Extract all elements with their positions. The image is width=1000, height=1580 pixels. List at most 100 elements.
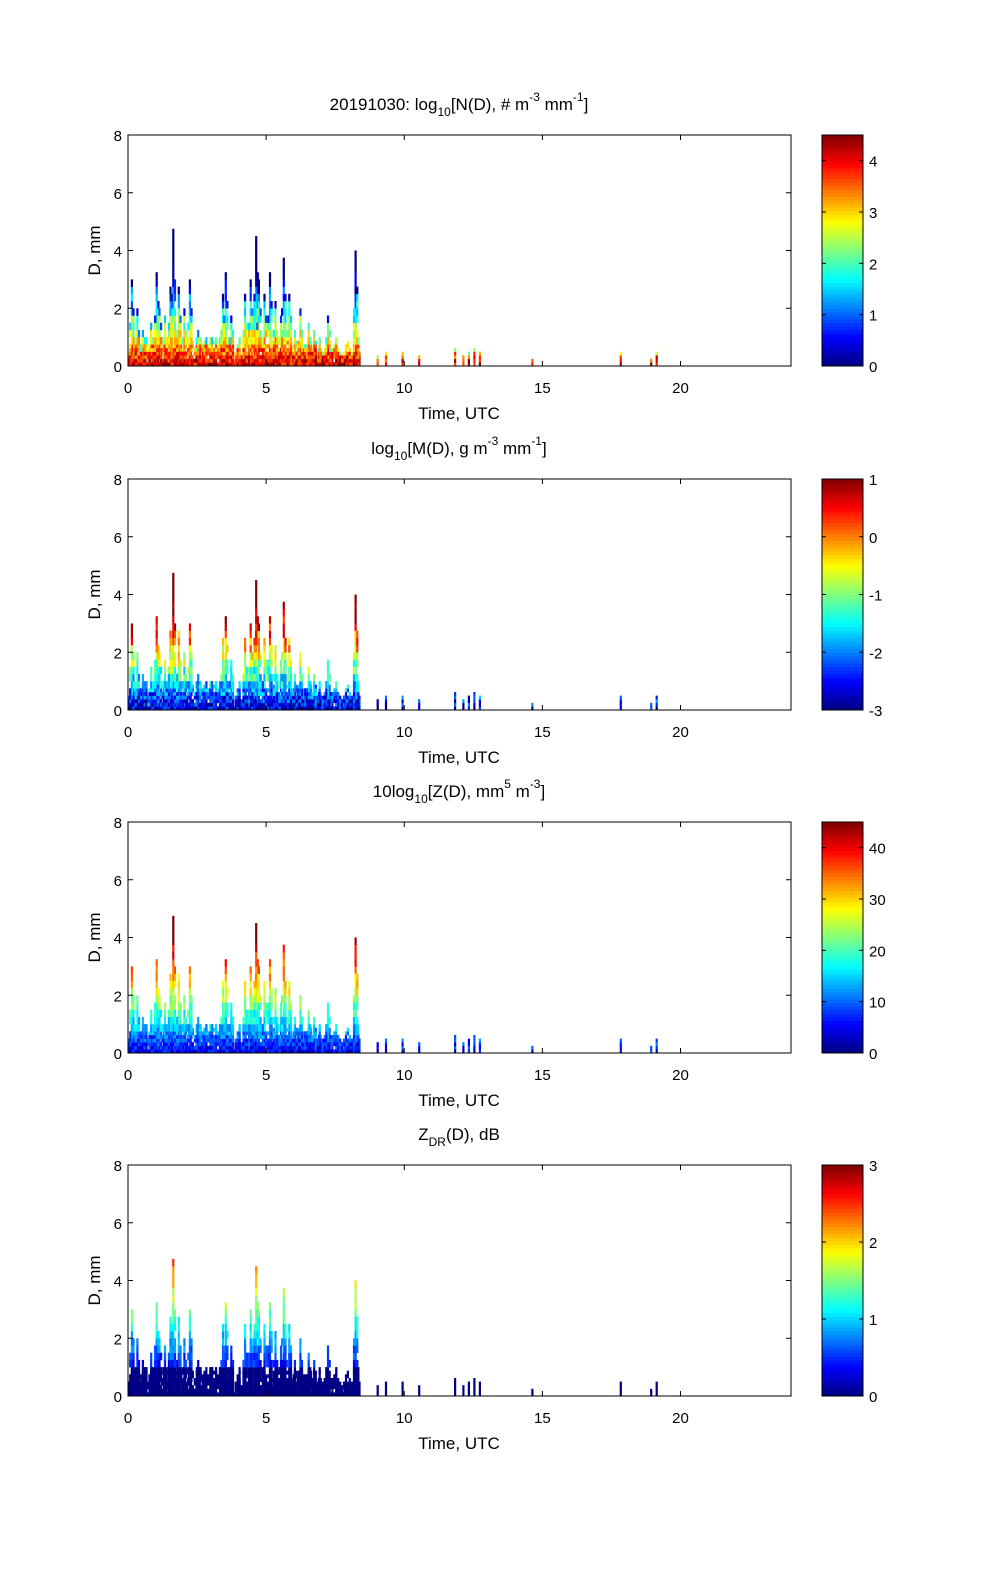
heatmap-cell: [467, 362, 470, 367]
heatmap-cell: [215, 688, 218, 693]
heatmap-cell: [249, 645, 252, 653]
heatmap-cell: [156, 702, 159, 707]
heatmap-cell: [213, 362, 216, 367]
heatmap-cell: [253, 995, 256, 1003]
heatmap-cell: [160, 362, 163, 367]
heatmap-cell: [337, 355, 340, 360]
heatmap-cell: [348, 362, 351, 367]
heatmap-cell: [210, 1042, 214, 1047]
heatmap-cell: [314, 702, 317, 707]
heatmap-cell: [281, 673, 284, 682]
heatmap-cell: [230, 706, 233, 711]
heatmap-cell: [134, 1042, 137, 1047]
heatmap-cell: [228, 1035, 231, 1039]
heatmap-cell: [220, 329, 223, 338]
heatmap-cell: [304, 1042, 307, 1047]
heatmap-cell: [172, 645, 175, 653]
heatmap-cell: [350, 358, 353, 363]
heatmap-cell: [249, 348, 252, 352]
heatmap-cell: [130, 681, 133, 689]
heatmap-cell: [140, 1049, 143, 1054]
heatmap-cell: [253, 1042, 256, 1047]
heatmap-cell: [209, 1024, 212, 1032]
heatmap-cell: [267, 1002, 270, 1010]
heatmap-cell: [240, 362, 243, 367]
heatmap-cell: [299, 699, 302, 704]
heatmap-cell: [276, 1042, 279, 1047]
heatmap-cell: [207, 1038, 210, 1043]
heatmap-cell: [209, 688, 212, 693]
heatmap-cell: [172, 915, 175, 924]
heatmap-cell: [236, 1035, 239, 1039]
heatmap-cell: [154, 673, 157, 682]
heatmap-cell: [145, 1042, 148, 1047]
colorbar-swatch: [822, 608, 863, 614]
heatmap-cell: [282, 608, 285, 617]
heatmap-cell: [179, 362, 182, 367]
heatmap-cell: [289, 706, 293, 711]
heatmap-cell: [145, 1024, 148, 1032]
heatmap-cell: [333, 351, 336, 356]
heatmap-cell: [176, 362, 179, 367]
heatmap-cell: [154, 1016, 157, 1025]
heatmap-cell: [215, 348, 218, 352]
heatmap-cell: [272, 1031, 275, 1036]
heatmap-cell: [228, 348, 231, 352]
heatmap-cell: [215, 702, 218, 707]
heatmap-cell: [354, 695, 357, 700]
colorbar-swatch: [822, 533, 863, 538]
heatmap-cell: [188, 355, 191, 360]
heatmap-cell: [137, 1035, 141, 1039]
heatmap-cell: [148, 351, 151, 356]
heatmap-cell: [132, 1042, 135, 1047]
heatmap-cell: [130, 695, 133, 700]
heatmap-cell: [655, 351, 658, 356]
heatmap-cell: [176, 1038, 179, 1043]
heatmap-cell: [148, 1035, 151, 1039]
heatmap-cell: [167, 681, 170, 689]
heatmap-cell: [276, 706, 279, 711]
heatmap-cell: [205, 1045, 208, 1050]
heatmap-cell: [224, 688, 227, 693]
heatmap-cell: [191, 702, 194, 707]
heatmap-cell: [179, 702, 182, 707]
heatmap-cell: [255, 637, 258, 646]
heatmap-cell: [203, 351, 206, 356]
heatmap-cell: [333, 1042, 336, 1047]
heatmap-cell: [282, 630, 285, 639]
heatmap-cell: [173, 966, 177, 974]
heatmap-cell: [137, 681, 141, 689]
heatmap-cell: [249, 1035, 252, 1039]
heatmap-cell: [242, 673, 245, 682]
heatmap-cell: [279, 351, 283, 356]
heatmap-cell: [346, 344, 349, 349]
heatmap-cell: [356, 637, 359, 646]
heatmap-cell: [276, 681, 279, 689]
heatmap-cell: [307, 666, 310, 675]
heatmap-cell: [193, 1049, 196, 1054]
heatmap-cell: [341, 706, 344, 711]
heatmap-cell: [244, 293, 247, 302]
heatmap-cell: [191, 1027, 194, 1032]
heatmap-cell: [187, 337, 190, 345]
heatmap-cell: [299, 692, 302, 696]
heatmap-cell: [195, 1045, 198, 1050]
heatmap-cell: [272, 1016, 275, 1025]
colorbar-swatch: [822, 243, 863, 248]
heatmap-cell: [143, 348, 146, 352]
heatmap-cell: [217, 1038, 220, 1043]
heatmap-cell: [209, 351, 212, 356]
heatmap-cell: [253, 344, 256, 349]
heatmap-cell: [344, 351, 348, 356]
heatmap-cell: [288, 706, 291, 711]
heatmap-cell: [130, 351, 133, 356]
heatmap-cell: [478, 362, 481, 367]
heatmap-cell: [228, 1024, 231, 1032]
heatmap-cell: [183, 358, 186, 363]
heatmap-cell: [288, 692, 291, 696]
heatmap-cell: [261, 695, 264, 700]
heatmap-cell: [172, 695, 175, 700]
heatmap-cell: [215, 706, 218, 711]
heatmap-cell: [203, 1049, 206, 1054]
heatmap-cell: [132, 652, 135, 660]
